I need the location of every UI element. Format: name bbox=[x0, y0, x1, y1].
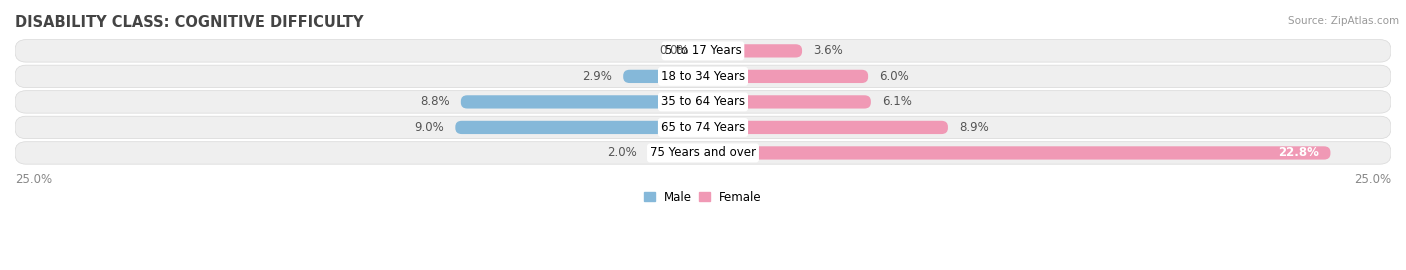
Text: 2.0%: 2.0% bbox=[607, 146, 637, 160]
FancyBboxPatch shape bbox=[703, 70, 868, 83]
FancyBboxPatch shape bbox=[623, 70, 703, 83]
FancyBboxPatch shape bbox=[15, 65, 1391, 88]
Text: 8.9%: 8.9% bbox=[959, 121, 988, 134]
Text: 9.0%: 9.0% bbox=[415, 121, 444, 134]
Text: 0.0%: 0.0% bbox=[659, 44, 689, 57]
Text: 6.1%: 6.1% bbox=[882, 95, 911, 109]
Text: 18 to 34 Years: 18 to 34 Years bbox=[661, 70, 745, 83]
FancyBboxPatch shape bbox=[703, 95, 870, 109]
Legend: Male, Female: Male, Female bbox=[640, 186, 766, 208]
FancyBboxPatch shape bbox=[15, 91, 1391, 113]
FancyBboxPatch shape bbox=[461, 95, 703, 109]
Text: DISABILITY CLASS: COGNITIVE DIFFICULTY: DISABILITY CLASS: COGNITIVE DIFFICULTY bbox=[15, 15, 364, 30]
Text: Source: ZipAtlas.com: Source: ZipAtlas.com bbox=[1288, 16, 1399, 26]
FancyBboxPatch shape bbox=[15, 142, 1391, 164]
FancyBboxPatch shape bbox=[15, 40, 1391, 62]
FancyBboxPatch shape bbox=[703, 44, 801, 58]
FancyBboxPatch shape bbox=[648, 146, 703, 160]
Text: 2.9%: 2.9% bbox=[582, 70, 612, 83]
Text: 22.8%: 22.8% bbox=[1278, 146, 1319, 160]
FancyBboxPatch shape bbox=[703, 121, 948, 134]
Text: 8.8%: 8.8% bbox=[420, 95, 450, 109]
FancyBboxPatch shape bbox=[15, 116, 1391, 139]
Text: 25.0%: 25.0% bbox=[15, 173, 52, 186]
FancyBboxPatch shape bbox=[703, 146, 1330, 160]
Text: 35 to 64 Years: 35 to 64 Years bbox=[661, 95, 745, 109]
Text: 65 to 74 Years: 65 to 74 Years bbox=[661, 121, 745, 134]
Text: 75 Years and over: 75 Years and over bbox=[650, 146, 756, 160]
Text: 5 to 17 Years: 5 to 17 Years bbox=[665, 44, 741, 57]
Text: 6.0%: 6.0% bbox=[879, 70, 908, 83]
FancyBboxPatch shape bbox=[456, 121, 703, 134]
Text: 25.0%: 25.0% bbox=[1354, 173, 1391, 186]
Text: 3.6%: 3.6% bbox=[813, 44, 842, 57]
